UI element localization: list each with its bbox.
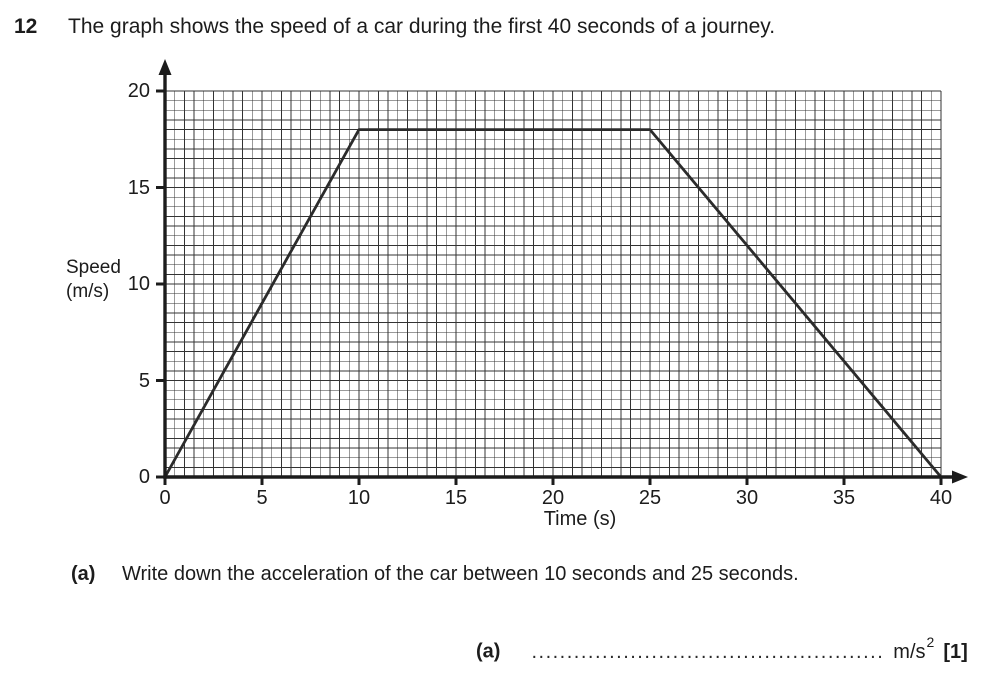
- answer-unit-exponent: 2: [926, 634, 935, 650]
- graph-canvas: [156, 59, 968, 485]
- part-a-label: (a): [71, 563, 96, 585]
- question-number: 12: [14, 15, 38, 38]
- x-tick-label: 25: [638, 487, 662, 509]
- x-tick-label: 30: [735, 487, 759, 509]
- part-a-text: Write down the acceleration of the car b…: [122, 563, 799, 585]
- answer-row: (a).....................................…: [476, 634, 968, 664]
- x-tick-label: 5: [256, 487, 268, 509]
- y-axis-title-line1: Speed: [66, 257, 121, 278]
- x-tick-label: 0: [159, 487, 171, 509]
- x-tick-label: 20: [541, 487, 565, 509]
- y-tick-label: 10: [127, 273, 150, 295]
- x-tick-label: 15: [444, 487, 468, 509]
- marks-badge: [1]: [943, 640, 968, 663]
- x-tick-label: 35: [832, 487, 856, 509]
- question-header: 12 The graph shows the speed of a car dur…: [14, 15, 775, 39]
- x-axis-title: Time (s): [543, 508, 617, 530]
- x-tick-label: 10: [347, 487, 371, 509]
- answer-unit: m/s2: [893, 634, 934, 663]
- y-tick-label: 5: [138, 369, 150, 392]
- answer-part-label: (a): [476, 640, 501, 663]
- y-axis-title-line2: (m/s): [66, 281, 110, 302]
- answer-dotted-line[interactable]: ........................................…: [531, 640, 885, 663]
- y-axis-title: Speed (m/s): [66, 256, 121, 304]
- x-tick-label: 40: [929, 487, 953, 509]
- question-text: The graph shows the speed of a car durin…: [68, 15, 776, 38]
- answer-unit-base: m/s: [893, 640, 926, 663]
- y-tick-label: 15: [127, 176, 150, 199]
- part-a-question: (a) Write down the acceleration of the ca…: [71, 563, 799, 586]
- speed-time-graph: Speed (m/s) Time (s) 0 5 10 15 20 0 5 10 15 20 25 3…: [66, 59, 968, 530]
- y-tick-label: 20: [127, 80, 150, 102]
- y-tick-label: 0: [138, 466, 150, 488]
